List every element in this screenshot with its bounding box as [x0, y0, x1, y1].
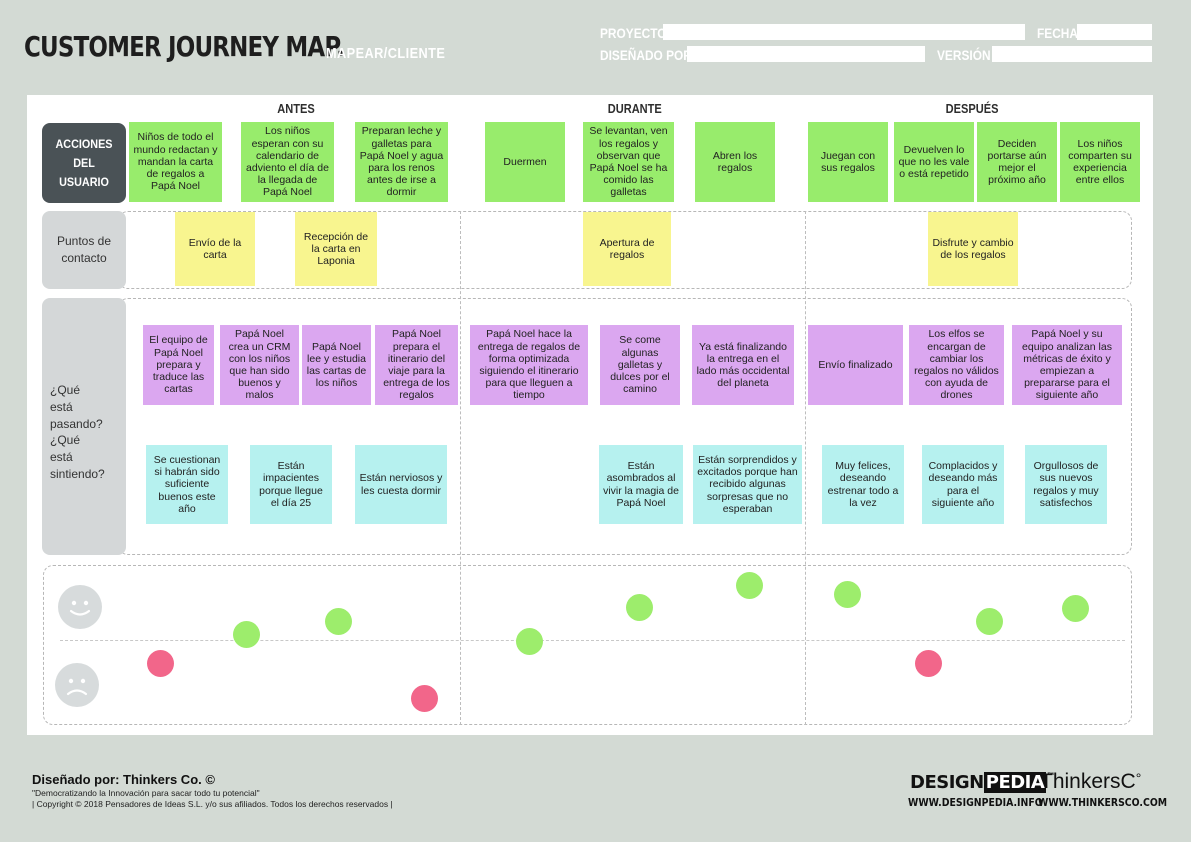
- emotion-dot: [976, 608, 1003, 635]
- pasando-note: Papá Noel hace la entrega de regalos de …: [470, 325, 588, 405]
- sintiendo-note: Muy felices, deseando estrenar todo a la…: [822, 445, 904, 524]
- sintiendo-note: Están sorprendidos y excitados porque ha…: [693, 445, 802, 524]
- pasando-note: Papá Noel prepara el itinerario del viaj…: [375, 325, 458, 405]
- accion-note: Duermen: [485, 122, 565, 202]
- page-title: CUSTOMER JOURNEY MAP.: [24, 30, 345, 63]
- pasando-note: Los elfos se encargan de cambiar los reg…: [909, 325, 1004, 405]
- proyecto-label: PROYECTO: [600, 25, 667, 41]
- pasando-note: Ya está finalizando la entrega en el lad…: [692, 325, 794, 405]
- sintiendo-note: Están nerviosos y les cuesta dormir: [355, 445, 447, 524]
- phase-despues: DESPUÉS: [945, 101, 999, 116]
- punto-note: Recepción de la carta en Laponia: [295, 212, 377, 286]
- row-label-pasando: ¿Qué está pasando? ¿Qué está sintiendo?: [42, 298, 126, 555]
- pasando-note: Papá Noel y su equipo analizan las métri…: [1012, 325, 1122, 405]
- page-subtitle: MAPEAR/CLIENTE: [326, 45, 446, 62]
- accion-note: Los niños esperan con su calendario de a…: [241, 122, 334, 202]
- punto-note: Envío de la carta: [175, 212, 255, 286]
- thinkersco-logo: ThinkersC°: [1040, 770, 1142, 793]
- disenado-por-field[interactable]: [687, 46, 925, 62]
- sintiendo-note: Están asombrados al vivir la magia de Pa…: [599, 445, 683, 524]
- emotion-dot: [736, 572, 763, 599]
- pasando-note: Papá Noel crea un CRM con los niños que …: [220, 325, 299, 405]
- accion-note: Devuelven lo que no les vale o está repe…: [894, 122, 974, 202]
- accion-note: Niños de todo el mundo redactan y mandan…: [129, 122, 222, 202]
- sintiendo-note: Complacidos y deseando más para el sigui…: [922, 445, 1004, 524]
- fecha-field[interactable]: [1077, 24, 1152, 40]
- fecha-label: FECHA: [1037, 25, 1078, 41]
- footer-tagline: "Democratizando la Innovación para sacar…: [32, 788, 260, 798]
- emotion-dot: [626, 594, 653, 621]
- sintiendo-note: Están impacientes porque llegue el día 2…: [250, 445, 332, 524]
- accion-note: Se levantan, ven los regalos y observan …: [583, 122, 674, 202]
- accion-note: Los niños comparten su experiencia entre…: [1060, 122, 1140, 202]
- row-label-acciones: Acciones del usuario: [42, 123, 126, 203]
- phase-durante: DURANTE: [607, 101, 662, 116]
- emotion-dot: [915, 650, 942, 677]
- divider-antes-durante: [460, 211, 461, 725]
- version-label: VERSIÓN: [937, 47, 991, 63]
- punto-note: Apertura de regalos: [583, 212, 671, 286]
- footer-copyright: | Copyright © 2018 Pensadores de Ideas S…: [32, 799, 393, 809]
- emotion-dot: [516, 628, 543, 655]
- accion-note: Abren los regalos: [695, 122, 775, 202]
- emotion-dot: [233, 621, 260, 648]
- emotion-dot: [147, 650, 174, 677]
- thinkersco-url[interactable]: WWW.THINKERSCO.COM: [1038, 796, 1168, 809]
- pasando-note: Envío finalizado: [808, 325, 903, 405]
- punto-note: Disfrute y cambio de los regalos: [928, 212, 1018, 286]
- proyecto-field[interactable]: [663, 24, 1025, 40]
- sad-face-icon: [55, 663, 99, 707]
- accion-note: Deciden portarse aún mejor el próximo añ…: [977, 122, 1057, 202]
- pasando-note: El equipo de Papá Noel prepara y traduce…: [143, 325, 214, 405]
- emotion-dot: [834, 581, 861, 608]
- designpedia-url[interactable]: WWW.DESIGNPEDIA.INFO: [908, 796, 1043, 809]
- emotion-dot: [325, 608, 352, 635]
- row-label-puntos: Puntos de contacto: [42, 211, 126, 289]
- version-field[interactable]: [992, 46, 1152, 62]
- disenado-por-label: DISEÑADO POR: [600, 47, 692, 63]
- emotion-midline: [60, 640, 1125, 641]
- sintiendo-note: Se cuestionan si habrán sido suficiente …: [146, 445, 228, 524]
- happy-face-icon: [58, 585, 102, 629]
- footer-designed-by: Diseñado por: Thinkers Co. ©: [32, 772, 215, 787]
- accion-note: Juegan con sus regalos: [808, 122, 888, 202]
- pasando-note: Papá Noel lee y estudia las cartas de lo…: [302, 325, 371, 405]
- emotion-dot: [411, 685, 438, 712]
- emotion-dot: [1062, 595, 1089, 622]
- divider-durante-despues: [805, 211, 806, 725]
- phase-antes: ANTES: [277, 101, 315, 116]
- sintiendo-note: Orgullosos de sus nuevos regalos y muy s…: [1025, 445, 1107, 524]
- emotion-row-area: [43, 565, 1132, 725]
- pasando-note: Se come algunas galletas y dulces por el…: [600, 325, 680, 405]
- accion-note: Preparan leche y galletas para Papá Noel…: [355, 122, 448, 202]
- designpedia-logo: DESIGN PEDIA ™: [910, 772, 1055, 793]
